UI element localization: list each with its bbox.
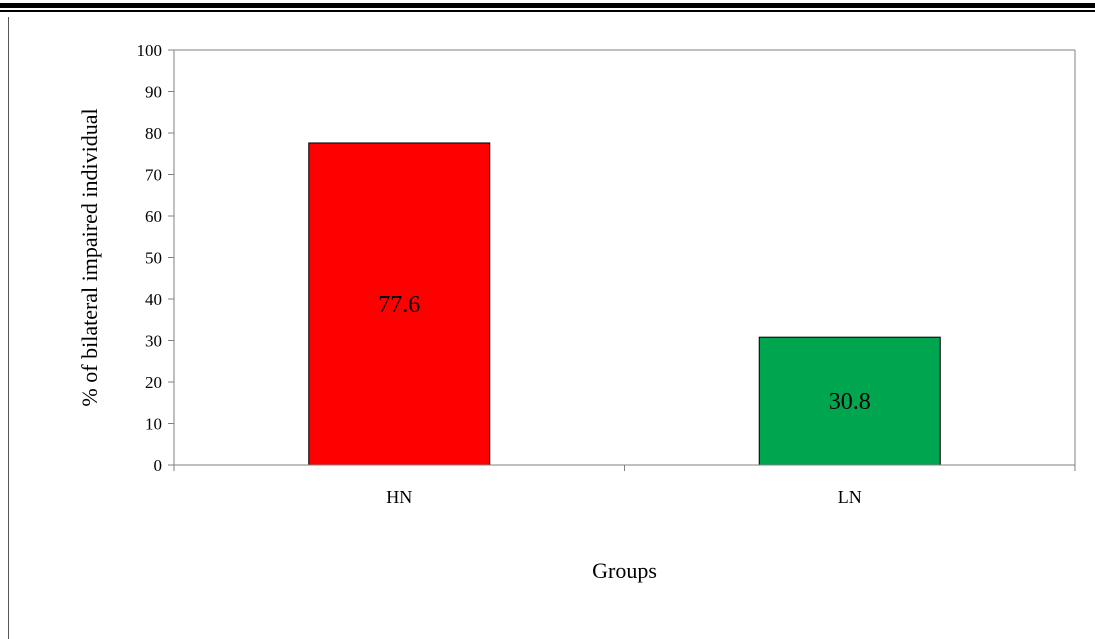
y-tick-label: 90: [145, 83, 162, 102]
y-tick-label: 70: [145, 166, 162, 185]
chart-frame: [8, 17, 1093, 639]
y-tick-label: 20: [145, 373, 162, 392]
y-tick-label: 0: [154, 456, 163, 475]
bars: 77.6 30.8: [308, 142, 941, 466]
y-tick-label: 100: [137, 41, 163, 60]
y-tick-label: 40: [145, 290, 162, 309]
x-tick-label-hn: HN: [386, 487, 412, 507]
x-axis-ticks: HN LN: [173, 465, 1076, 507]
top-rule-thin: [0, 10, 1095, 12]
top-rule-thick: [0, 3, 1095, 8]
data-label-hn: 77.6: [378, 292, 420, 318]
x-axis-title: Groups: [592, 558, 657, 583]
y-tick-label: 30: [145, 332, 162, 351]
y-tick-label: 80: [145, 124, 162, 143]
x-tick-label-ln: LN: [838, 487, 862, 507]
bar-ln: [758, 336, 941, 466]
y-axis-ticks: 0 10 20 30 40 50 60 70 80 90 100: [137, 41, 174, 475]
y-tick-label: 10: [145, 415, 162, 434]
y-axis-title: % of bilateral impaired individual: [77, 108, 102, 406]
y-tick-label: 60: [145, 207, 162, 226]
y-tick-label: 50: [145, 249, 162, 268]
data-label-ln: 30.8: [829, 389, 871, 415]
bar-hn: [308, 142, 491, 466]
